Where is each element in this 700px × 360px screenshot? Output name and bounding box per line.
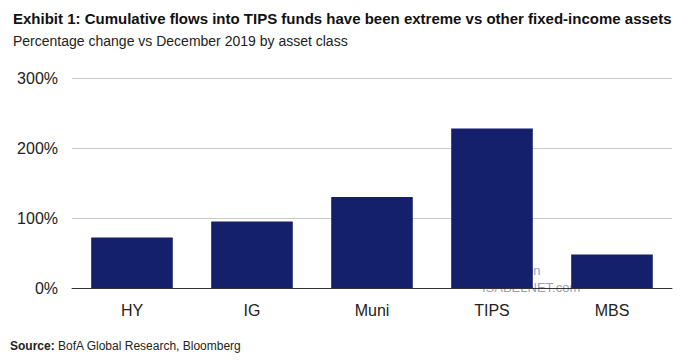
svg-text:BofA Global Research, Bloomber: BofA Global Research, Bloomberg [55, 339, 241, 353]
svg-text:Exhibit 1: Cumulative flows in: Exhibit 1: Cumulative flows into TIPS fu… [13, 10, 672, 27]
svg-text:100%: 100% [17, 210, 58, 227]
svg-text:300%: 300% [17, 70, 58, 87]
svg-text:0%: 0% [35, 280, 58, 297]
svg-text:MBS: MBS [595, 302, 630, 319]
svg-text:Muni: Muni [355, 302, 390, 319]
svg-text:200%: 200% [17, 140, 58, 157]
svg-text:HY: HY [121, 302, 144, 319]
svg-text:TIPS: TIPS [474, 302, 510, 319]
svg-text:Source:: Source: [10, 339, 55, 353]
svg-text:Percentage change vs December: Percentage change vs December 2019 by as… [13, 33, 348, 49]
svg-text:IG: IG [244, 302, 261, 319]
